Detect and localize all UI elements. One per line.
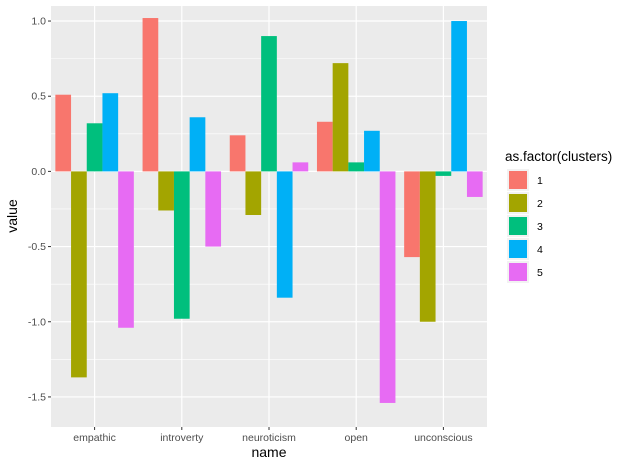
legend-label: 5: [537, 267, 543, 279]
y-tick-label: 1.0: [31, 16, 46, 28]
legend-label: 2: [537, 198, 543, 210]
bar-open-cluster-5: [379, 171, 396, 403]
bar-unconscious-cluster-3: [435, 171, 452, 176]
bar-empathic-cluster-4: [102, 93, 119, 172]
bar-neuroticism-cluster-1: [229, 135, 246, 172]
legend-key-3: [509, 217, 527, 235]
bar-unconscious-cluster-5: [466, 171, 483, 197]
x-axis: empathic introverty neuroticism open unconsc…: [73, 427, 473, 444]
y-tick-label: -1.5: [28, 391, 46, 403]
bar-empathic-cluster-1: [55, 94, 72, 172]
x-tick-label: introverty: [160, 432, 204, 444]
bar-open-cluster-1: [316, 121, 333, 172]
legend-key-4: [509, 240, 527, 258]
bar-neuroticism-cluster-2: [245, 171, 262, 215]
y-tick-label: -0.5: [28, 241, 46, 253]
bar-introverty-cluster-4: [189, 117, 206, 172]
legend-key-2: [509, 194, 527, 212]
bar-open-cluster-4: [364, 130, 380, 172]
bar-neuroticism-cluster-3: [261, 36, 277, 172]
bar-introverty-cluster-5: [205, 171, 222, 247]
bar-empathic-cluster-3: [86, 123, 103, 172]
bar-introverty-cluster-2: [158, 171, 174, 211]
legend-key-5: [509, 263, 527, 281]
bar-empathic-cluster-2: [71, 171, 87, 378]
legend-label: 1: [537, 175, 543, 187]
y-axis-title: value: [4, 199, 20, 233]
bar-unconscious-cluster-2: [419, 171, 436, 322]
bar-neuroticism-cluster-4: [276, 171, 293, 298]
y-tick-label: 0.5: [31, 91, 46, 103]
bar-unconscious-cluster-4: [451, 21, 467, 172]
bar-empathic-cluster-5: [118, 171, 134, 328]
x-tick-label: unconscious: [414, 432, 472, 444]
bar-introverty-cluster-3: [173, 171, 190, 319]
bar-open-cluster-3: [348, 162, 365, 172]
bar-unconscious-cluster-1: [404, 171, 420, 258]
x-tick-label: neuroticism: [242, 432, 296, 444]
x-tick-label: empathic: [73, 432, 116, 444]
bar-introverty-cluster-1: [142, 18, 159, 172]
y-tick-label: 0.0: [31, 166, 46, 178]
bar-neuroticism-cluster-5: [292, 162, 309, 172]
bar-open-cluster-2: [332, 63, 349, 172]
legend-key-1: [509, 171, 527, 189]
legend-items: 1 2 3 4 5: [507, 169, 543, 283]
y-axis: 1.0 0.5 0.0 -0.5 -1.0 -1.5: [28, 16, 51, 403]
x-axis-title: name: [251, 444, 286, 460]
y-tick-label: -1.0: [28, 316, 46, 328]
legend-label: 4: [537, 244, 543, 256]
legend: as.factor(clusters) 1 2 3 4 5: [505, 149, 612, 283]
legend-title: as.factor(clusters): [505, 149, 612, 164]
x-tick-label: open: [345, 432, 369, 444]
bars: [55, 18, 483, 403]
legend-label: 3: [537, 221, 543, 233]
